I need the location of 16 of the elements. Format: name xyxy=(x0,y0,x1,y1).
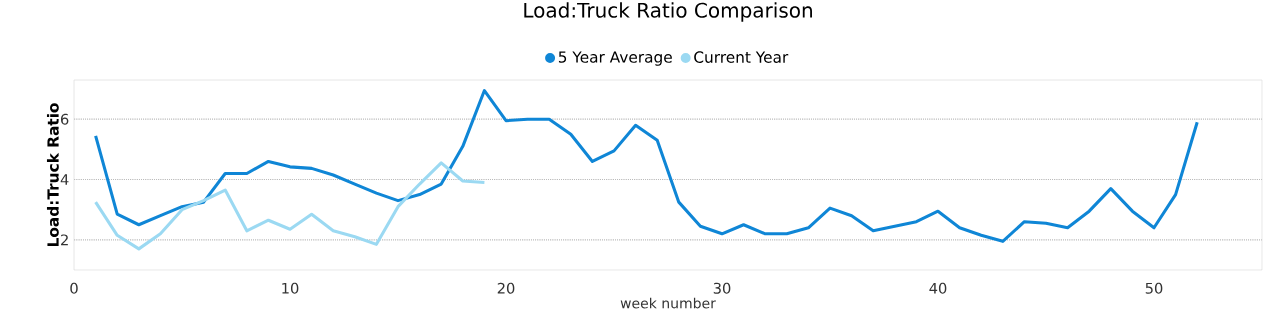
chart-title: Load:Truck Ratio Comparison xyxy=(524,2,812,22)
y-tick-label: 4 xyxy=(60,174,69,185)
line-series xyxy=(94,89,1199,243)
x-tick-label: 30 xyxy=(713,282,731,294)
x-tick-label: 20 xyxy=(497,282,515,294)
y-tick-label: 6 xyxy=(61,113,69,125)
x-tick-label: 10 xyxy=(282,282,299,294)
legend-label: Current Year xyxy=(694,51,789,63)
x-tick-label: 50 xyxy=(1145,282,1163,294)
legend-label: 5 Year Average xyxy=(558,51,672,66)
x-tick-label: 40 xyxy=(929,282,947,294)
y-axis-title: Load:Truck Ratio xyxy=(46,103,59,247)
x-axis-title: week number xyxy=(620,297,716,309)
x-tick-label: 0 xyxy=(70,282,78,294)
line-series xyxy=(94,161,486,251)
y-tick-label: 2 xyxy=(61,234,68,246)
